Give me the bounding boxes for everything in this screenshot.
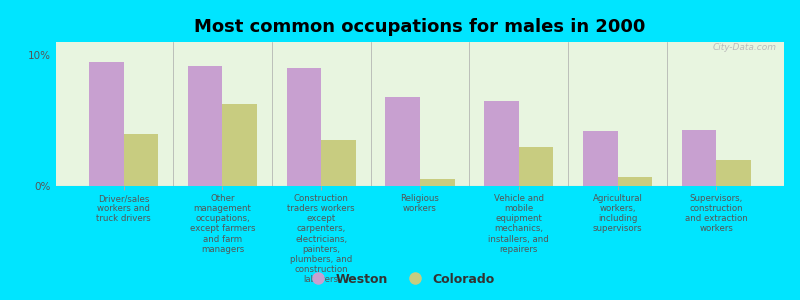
Bar xyxy=(583,131,618,186)
Bar xyxy=(420,179,454,186)
Bar xyxy=(222,103,257,186)
Bar xyxy=(716,160,751,186)
Bar xyxy=(484,101,518,186)
Bar xyxy=(618,177,652,186)
Bar xyxy=(286,68,322,186)
Bar xyxy=(124,134,158,186)
Legend: Weston, Colorado: Weston, Colorado xyxy=(300,268,500,291)
Bar xyxy=(682,130,716,186)
Bar xyxy=(386,97,420,186)
Bar xyxy=(188,66,222,186)
Bar xyxy=(322,140,356,186)
Title: Most common occupations for males in 2000: Most common occupations for males in 200… xyxy=(194,18,646,36)
Text: City-Data.com: City-Data.com xyxy=(713,44,777,52)
Bar xyxy=(518,147,554,186)
Bar xyxy=(89,61,124,186)
